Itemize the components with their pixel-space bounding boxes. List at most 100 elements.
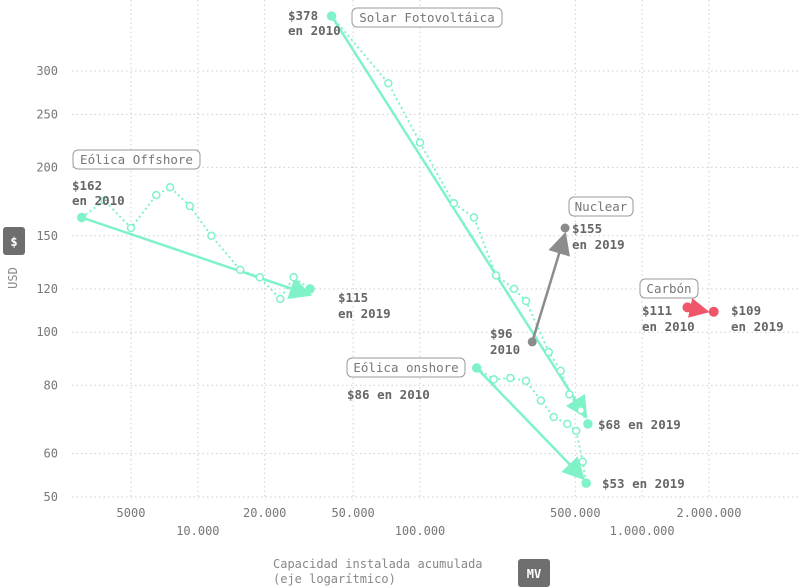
onshore-start-value: $86 en 2010: [347, 387, 430, 402]
solar-start-year: en 2010: [288, 23, 341, 38]
offshore-wind-data-point: [255, 273, 265, 282]
solar-data-point: [565, 390, 574, 399]
onshore-wind-annual-path: [476, 367, 588, 484]
offshore-wind-tag: Eólica Offshore: [80, 152, 193, 167]
solar-data-point: [469, 213, 479, 222]
y-tick-label: 120: [36, 282, 58, 296]
offshore-wind-data-point: [185, 201, 195, 211]
coal-start-value: $111: [642, 303, 672, 318]
y-tick-label: 60: [44, 447, 58, 461]
y-tick-label: 100: [36, 325, 58, 339]
nuclear-arrow: [531, 231, 570, 343]
offshore-wind-data-point: [207, 231, 216, 241]
series-annotations: Solar Fotovoltáica Eólica Offshore Eólica …: [72, 7, 784, 491]
offshore-wind-annual-path: [81, 185, 311, 301]
x-tick-label: 2.000.000: [676, 506, 741, 520]
solar-end-value: $68 en 2019: [598, 417, 681, 432]
onshore-wind-trend-arrow: [475, 367, 586, 481]
onshore-wind-data-point: [562, 419, 572, 429]
onshore-end-value: $53 en 2019: [602, 476, 685, 491]
coal-data-point: [708, 306, 719, 317]
onshore-wind-data-point: [536, 396, 546, 405]
y-tick-label: 150: [36, 229, 58, 243]
y-tick-label: 50: [44, 490, 58, 504]
solar-data-point: [521, 296, 531, 306]
coal-data-point: [682, 302, 693, 313]
x-axis-title: Capacidad instalada acumulada (eje logar…: [273, 557, 550, 587]
nuclear-end-year: en 2019: [572, 237, 625, 252]
x-tick-label: 20.000: [243, 506, 286, 520]
x-tick-label: 100.000: [395, 524, 446, 538]
y-axis-title: USD: [6, 267, 20, 289]
onshore-wind-data-point: [521, 376, 531, 386]
solar-tag: Solar Fotovoltáica: [359, 10, 494, 25]
onshore-wind-tag-box: [346, 357, 466, 378]
offshore-start-value: $162: [72, 178, 102, 193]
onshore-wind-data-point: [471, 363, 482, 373]
solar-data-point: [556, 366, 565, 376]
offshore-wind-trend-arrow: [81, 216, 313, 300]
coal-tag: Carbón: [646, 281, 691, 296]
onshore-wind-data-point: [489, 375, 499, 384]
x-tick-label: 1.000.000: [610, 524, 675, 538]
offshore-wind-data-point: [305, 284, 315, 294]
offshore-wind-tag-box: [72, 149, 201, 170]
y-tick-label: 200: [36, 160, 58, 174]
x-tick-label: 5000: [117, 506, 146, 520]
x-axis-title-line1: Capacidad instalada acumulada: [273, 557, 483, 571]
solar-data-point: [583, 419, 593, 429]
solar-data-point: [449, 199, 459, 208]
solar-start-value: $378: [288, 8, 318, 23]
x-tick-label: 50.000: [331, 506, 374, 520]
x-unit-badge-text: MV: [527, 567, 541, 581]
axis-tick-labels: 50 60 80 100 120 150 200 250 300 5000 10.000 20.000…: [36, 64, 741, 538]
solar-data-point: [384, 78, 393, 88]
solar-data-point: [491, 271, 501, 280]
offshore-end-year: en 2019: [338, 306, 391, 321]
coal-start-year: en 2010: [642, 319, 695, 334]
solar-data-point: [415, 138, 425, 147]
onshore-wind-data-point: [549, 412, 558, 422]
offshore-wind-data-point: [100, 196, 109, 205]
offshore-end-value: $115: [338, 290, 368, 305]
y-unit-badge: [3, 227, 25, 255]
onshore-wind-data-point: [578, 457, 587, 466]
y-tick-label: 80: [44, 378, 58, 392]
solar-data-point: [326, 11, 337, 21]
offshore-wind-data-point: [289, 273, 298, 282]
solar-data-point: [544, 347, 554, 357]
y-tick-label: 300: [36, 64, 58, 78]
onshore-wind-data-point: [571, 426, 581, 436]
y-unit-badge-text: $: [10, 235, 17, 249]
offshore-wind-data-point: [276, 294, 285, 304]
x-tick-label: 10.000: [176, 524, 219, 538]
onshore-wind-data-point: [581, 478, 591, 488]
solar-trend-arrow: [330, 15, 588, 419]
offshore-wind-data-point: [76, 212, 87, 223]
x-tick-label: 500.000: [550, 506, 601, 520]
y-axis-unit: $ USD: [3, 227, 25, 289]
onshore-wind-data-point: [506, 373, 515, 383]
nuclear-start-year: 2010: [490, 342, 520, 357]
series-lines: [76, 11, 719, 488]
nuclear-end-value: $155: [572, 221, 602, 236]
y-tick-label: 250: [36, 107, 58, 121]
offshore-wind-data-point: [235, 265, 245, 275]
nuclear-tag: Nuclear: [575, 199, 628, 214]
offshore-wind-data-point: [165, 182, 175, 192]
onshore-wind-tag: Eólica onshore: [353, 360, 458, 375]
solar-tag-box: [351, 7, 503, 28]
nuclear-tag-box: [568, 196, 634, 217]
coal-end-value: $109: [731, 303, 761, 318]
offshore-wind-data-point: [126, 223, 136, 233]
solar-data-point: [576, 406, 586, 415]
nuclear-data-point: [560, 223, 570, 233]
coal-tag-box: [639, 278, 699, 299]
coal-end-year: en 2019: [731, 319, 784, 334]
x-unit-badge: [518, 559, 550, 587]
nuclear-data-point: [527, 337, 537, 347]
solar-data-point: [509, 284, 519, 294]
offshore-start-year: en 2010: [72, 193, 125, 208]
nuclear-start-value: $96: [490, 326, 513, 341]
